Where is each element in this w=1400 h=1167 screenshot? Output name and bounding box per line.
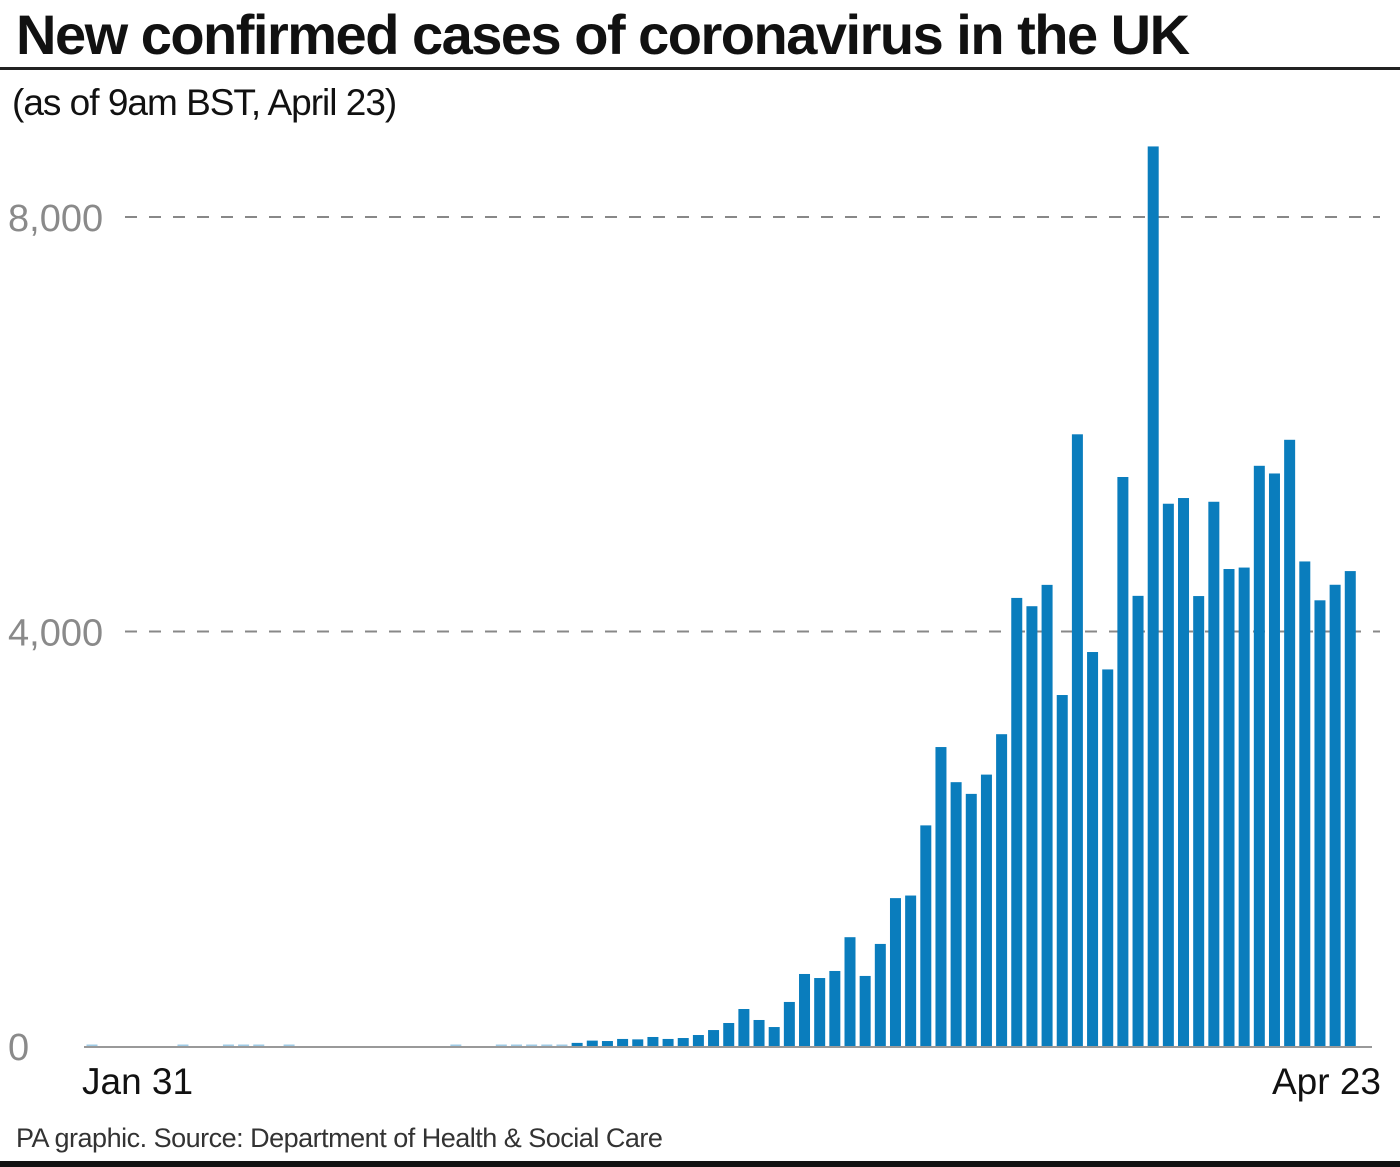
bar bbox=[1102, 669, 1114, 1046]
bar bbox=[996, 734, 1008, 1046]
bar bbox=[1238, 567, 1250, 1046]
bar bbox=[1344, 571, 1356, 1046]
bar bbox=[1329, 584, 1341, 1046]
bar bbox=[753, 1019, 765, 1046]
bar bbox=[1178, 498, 1190, 1046]
bar bbox=[1299, 561, 1311, 1046]
bar bbox=[723, 1022, 735, 1046]
bar bbox=[889, 898, 901, 1046]
bar bbox=[859, 975, 871, 1046]
x-tick-label: Jan 31 bbox=[82, 1061, 193, 1102]
y-tick-label: 8,000 bbox=[8, 198, 103, 240]
bar bbox=[586, 1040, 598, 1046]
bar bbox=[177, 1044, 189, 1046]
bar bbox=[1253, 465, 1265, 1047]
bar bbox=[1193, 596, 1205, 1046]
bar bbox=[692, 1035, 704, 1046]
x-tick-label: Apr 23 bbox=[1272, 1061, 1381, 1102]
bar bbox=[829, 970, 841, 1046]
title-rule bbox=[0, 67, 1400, 70]
bar bbox=[980, 774, 992, 1046]
bar bbox=[799, 973, 811, 1046]
bar bbox=[1087, 652, 1099, 1046]
bar bbox=[1011, 597, 1023, 1046]
bar bbox=[510, 1044, 522, 1046]
bar bbox=[86, 1044, 98, 1046]
bar bbox=[571, 1042, 583, 1046]
bar bbox=[708, 1030, 720, 1046]
bar bbox=[965, 793, 977, 1046]
bar bbox=[1223, 569, 1235, 1046]
bar bbox=[783, 1001, 795, 1046]
bar bbox=[935, 747, 947, 1046]
bar bbox=[1284, 439, 1296, 1046]
source-footer: PA graphic. Source: Department of Health… bbox=[16, 1123, 663, 1153]
y-tick-label: 4,000 bbox=[8, 613, 103, 655]
bar bbox=[1208, 501, 1220, 1047]
bar bbox=[1132, 595, 1144, 1046]
bar bbox=[222, 1044, 234, 1046]
bar bbox=[1147, 146, 1159, 1046]
bar bbox=[844, 937, 856, 1046]
bar bbox=[617, 1038, 629, 1046]
bar bbox=[905, 895, 917, 1046]
bar bbox=[238, 1044, 250, 1046]
bar bbox=[738, 1009, 750, 1046]
bar bbox=[1071, 434, 1083, 1046]
chart-subtitle: (as of 9am BST, April 23) bbox=[12, 82, 397, 123]
y-tick-label: 0 bbox=[8, 1027, 29, 1069]
bar bbox=[283, 1044, 295, 1046]
bar bbox=[450, 1044, 462, 1046]
bar bbox=[253, 1044, 265, 1046]
bar bbox=[814, 978, 826, 1046]
bar bbox=[556, 1044, 568, 1046]
bar bbox=[526, 1044, 538, 1046]
bar bbox=[768, 1027, 780, 1046]
bottom-bar bbox=[0, 1161, 1400, 1167]
bar bbox=[1056, 695, 1068, 1046]
bar bbox=[677, 1038, 689, 1046]
bar bbox=[1026, 606, 1038, 1046]
bar bbox=[1041, 584, 1053, 1046]
bar bbox=[950, 782, 962, 1046]
bar bbox=[541, 1044, 553, 1046]
chart-title: New confirmed cases of coronavirus in th… bbox=[16, 3, 1190, 66]
bar bbox=[874, 943, 886, 1046]
bar bbox=[920, 825, 932, 1046]
bar bbox=[1117, 476, 1129, 1046]
bar bbox=[495, 1044, 507, 1046]
bar bbox=[662, 1038, 674, 1046]
bar bbox=[1162, 503, 1174, 1047]
bar bbox=[1268, 473, 1280, 1046]
bar bbox=[601, 1041, 613, 1046]
bar bbox=[647, 1036, 659, 1046]
bar bbox=[632, 1039, 644, 1046]
bar bbox=[1314, 600, 1326, 1046]
